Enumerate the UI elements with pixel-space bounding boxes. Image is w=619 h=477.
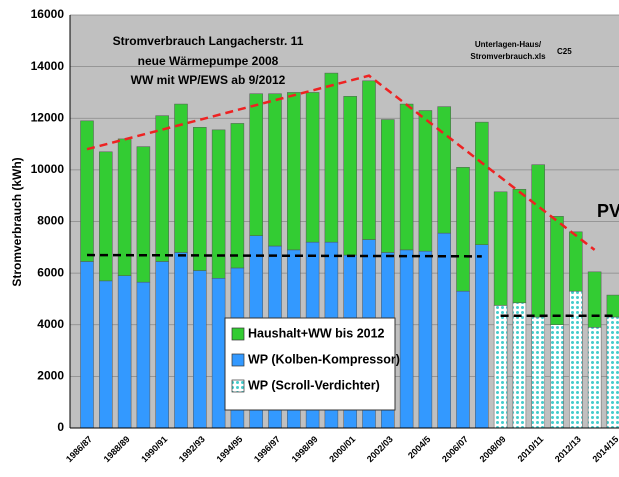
- x-tick-label: 2014/15: [590, 434, 619, 464]
- bar-segment: [512, 188, 527, 304]
- bar-segment: [268, 93, 282, 247]
- y-tick-label: 4000: [37, 317, 64, 331]
- bar-segment: [287, 92, 301, 251]
- x-tick-label: 2000/01: [327, 434, 357, 464]
- x-tick-label: 1986/87: [64, 434, 94, 464]
- trend-line: [86, 74, 596, 251]
- bar-segment: [437, 106, 451, 234]
- bar-segment: [475, 244, 489, 429]
- bar-segment: [80, 261, 94, 429]
- source-note: Stromverbrauch.xls: [470, 52, 546, 61]
- bar-segment: [117, 275, 132, 429]
- x-tick-label: 2012/13: [553, 434, 583, 464]
- y-tick-label: 12000: [31, 110, 65, 124]
- bar-segment: [456, 290, 470, 429]
- bar-segment: [117, 138, 132, 276]
- bar-segment: [606, 316, 619, 429]
- bar-segment: [362, 80, 376, 240]
- x-tick-label: 1992/93: [177, 434, 207, 464]
- x-tick-label: 2010/11: [516, 434, 546, 464]
- legend-swatch: [231, 327, 245, 341]
- bar-segment: [475, 121, 489, 245]
- legend-label: WP (Kolben-Kompressor): [248, 352, 400, 366]
- bar-segment: [606, 294, 619, 318]
- trend-line: [86, 253, 482, 258]
- bar-segment: [399, 249, 414, 429]
- legend-swatch: [231, 379, 245, 393]
- y-tick-label: 6000: [37, 265, 64, 279]
- x-tick-label: 1988/89: [102, 434, 132, 464]
- bar-segment: [136, 146, 151, 283]
- title-line: neue Wärmepumpe 2008: [138, 54, 279, 68]
- bar-segment: [99, 280, 113, 429]
- x-tick-label: 2006/07: [440, 434, 470, 464]
- bar-segment: [80, 120, 94, 262]
- bar-segment: [343, 96, 357, 256]
- title-line: WW mit WP/EWS ab 9/2012: [131, 73, 286, 87]
- source-note: Unterlagen-Haus/: [475, 40, 542, 49]
- y-tick-label: 10000: [31, 162, 65, 176]
- bar-segment: [531, 316, 545, 429]
- y-tick-label: 2000: [37, 369, 64, 383]
- bar-segment: [324, 72, 339, 243]
- x-tick-label: 2004/5: [406, 434, 433, 461]
- bar-segment: [587, 271, 602, 328]
- legend: [224, 317, 396, 411]
- legend-swatch: [231, 353, 245, 367]
- bar-segment: [587, 327, 602, 429]
- y-tick-label: 16000: [31, 7, 65, 21]
- legend-label: WP (Scroll-Verdichter): [248, 378, 380, 392]
- bar-segment: [418, 250, 433, 429]
- bar-segment: [155, 261, 169, 429]
- bar-segment: [493, 305, 508, 429]
- bar-segment: [211, 129, 226, 279]
- bar-segment: [174, 103, 188, 253]
- bar-segment: [174, 252, 188, 429]
- bar-segment: [136, 281, 151, 429]
- bar-segment: [211, 278, 226, 429]
- y-axis-label: Stromverbrauch (kWh): [10, 157, 24, 286]
- bar-segment: [230, 123, 245, 269]
- legend-label: Haushalt+WW bis 2012: [248, 326, 385, 340]
- y-tick-label: 14000: [31, 59, 65, 73]
- bar-segment: [305, 92, 320, 243]
- bar-segment: [249, 93, 263, 236]
- x-tick-label: 1998/99: [290, 434, 320, 464]
- side-label: PV: [597, 201, 619, 221]
- bar-segment: [399, 103, 414, 251]
- bar-segment: [418, 110, 433, 252]
- bar-segment: [381, 119, 395, 253]
- y-tick-label: 8000: [37, 214, 64, 228]
- x-tick-label: 2008/09: [478, 434, 508, 464]
- bar-segment: [531, 164, 545, 318]
- bar-segment: [493, 191, 508, 306]
- bar-segment: [569, 231, 583, 292]
- bar-segment: [550, 324, 564, 429]
- bar-segment: [193, 127, 207, 271]
- bar-segment: [456, 167, 470, 292]
- title-line: Stromverbrauch Langacherstr. 11: [113, 34, 304, 48]
- x-tick-label: 1990/91: [139, 434, 169, 464]
- y-tick-label: 0: [57, 420, 64, 434]
- bar-segment: [512, 302, 527, 429]
- code: C25: [557, 47, 572, 56]
- bar-segment: [193, 270, 207, 429]
- bar-segment: [550, 216, 564, 325]
- x-tick-label: 1994/95: [214, 434, 244, 464]
- bar-segment: [99, 151, 113, 282]
- bar-segment: [569, 290, 583, 429]
- x-tick-label: 1996/97: [252, 434, 282, 464]
- bar-segment: [155, 115, 169, 262]
- x-tick-label: 2002/03: [365, 434, 395, 464]
- bar-segment: [437, 232, 451, 429]
